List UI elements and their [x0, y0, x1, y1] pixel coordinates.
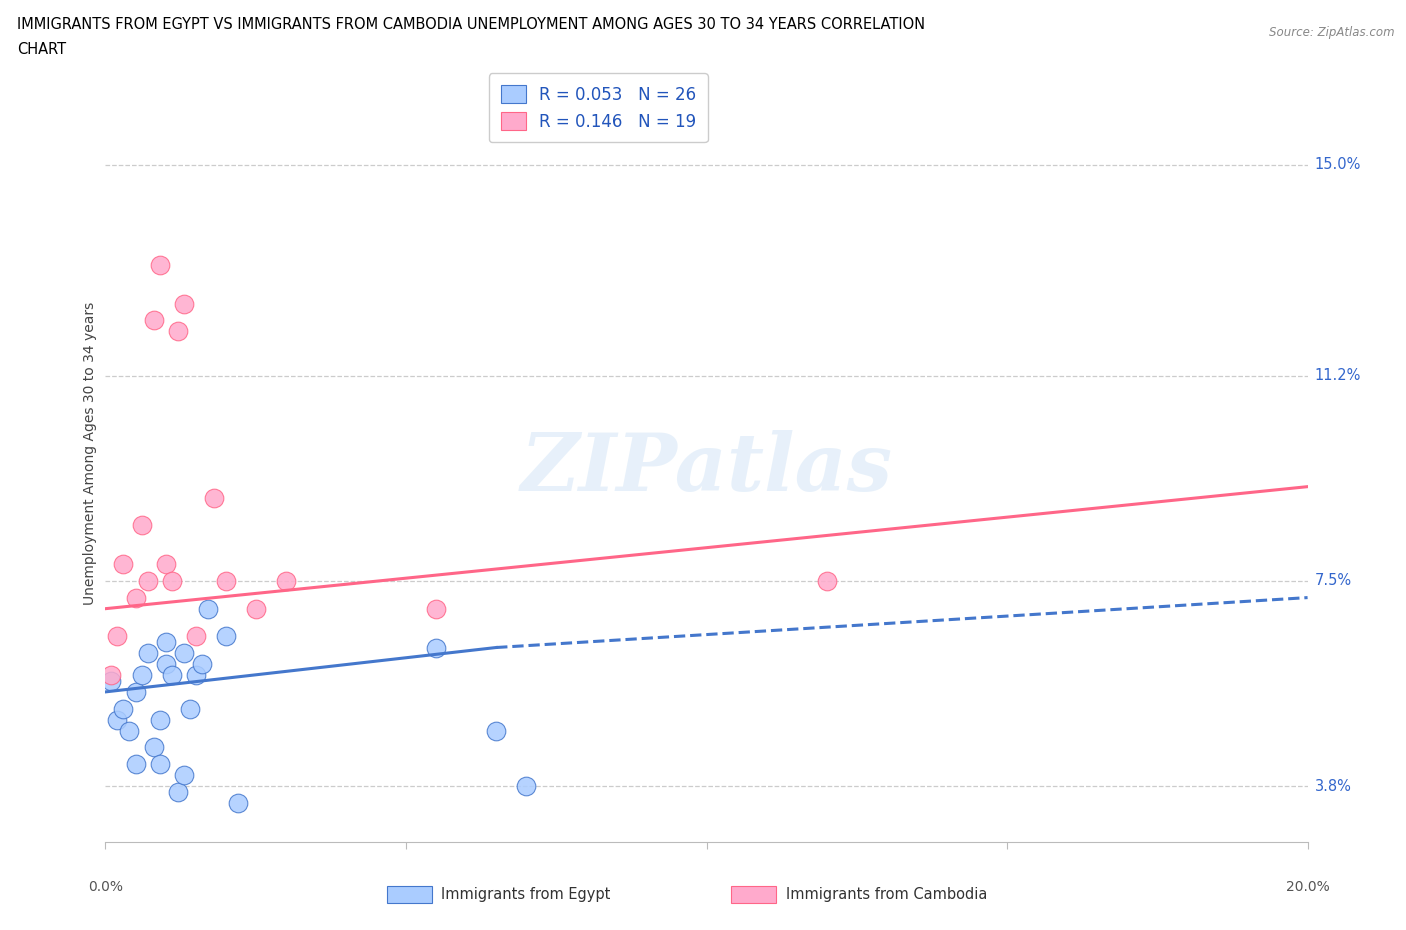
Text: 0.0%: 0.0%: [89, 881, 122, 895]
Point: [131, 668, 153, 683]
Text: IMMIGRANTS FROM EGYPT VS IMMIGRANTS FROM CAMBODIA UNEMPLOYMENT AMONG AGES 30 TO : IMMIGRANTS FROM EGYPT VS IMMIGRANTS FROM…: [17, 17, 925, 32]
Text: ZIPatlas: ZIPatlas: [520, 431, 893, 508]
Text: 7.5%: 7.5%: [1315, 574, 1351, 589]
Point: [100, 673, 122, 688]
Text: 20.0%: 20.0%: [1285, 881, 1330, 895]
Point: [112, 557, 135, 572]
Point: [214, 574, 236, 589]
Point: [160, 668, 183, 683]
Point: [142, 740, 165, 755]
Point: [173, 296, 195, 311]
Point: [131, 518, 153, 533]
Text: 15.0%: 15.0%: [1315, 157, 1361, 172]
Point: [107, 629, 129, 644]
Point: [124, 684, 146, 699]
Point: [425, 640, 447, 655]
Text: 3.8%: 3.8%: [1315, 778, 1351, 793]
Point: [136, 645, 159, 660]
Text: CHART: CHART: [17, 42, 66, 57]
Text: 11.2%: 11.2%: [1315, 368, 1361, 383]
Point: [155, 557, 177, 572]
Point: [173, 767, 195, 782]
Point: [148, 258, 170, 272]
Point: [160, 574, 183, 589]
Point: [166, 784, 188, 799]
Text: Source: ZipAtlas.com: Source: ZipAtlas.com: [1270, 26, 1395, 39]
Point: [148, 757, 170, 772]
Point: [184, 668, 207, 683]
Point: [202, 490, 225, 505]
Point: [485, 724, 508, 738]
Point: [184, 629, 207, 644]
Point: [118, 724, 141, 738]
Point: [815, 574, 838, 589]
Point: [274, 574, 297, 589]
Point: [124, 591, 146, 605]
Point: [155, 634, 177, 649]
Text: Immigrants from Cambodia: Immigrants from Cambodia: [786, 887, 987, 902]
Point: [425, 601, 447, 616]
Point: [245, 601, 267, 616]
Point: [107, 712, 129, 727]
Point: [155, 657, 177, 671]
Point: [226, 795, 249, 810]
Point: [214, 629, 236, 644]
Point: [166, 324, 188, 339]
Point: [197, 601, 219, 616]
Point: [148, 712, 170, 727]
Point: [142, 312, 165, 327]
Point: [179, 701, 201, 716]
Point: [100, 668, 122, 683]
Point: [124, 757, 146, 772]
Y-axis label: Unemployment Among Ages 30 to 34 years: Unemployment Among Ages 30 to 34 years: [83, 301, 97, 605]
Point: [112, 701, 135, 716]
Point: [173, 645, 195, 660]
Point: [515, 778, 537, 793]
Point: [190, 657, 212, 671]
Legend: R = 0.053   N = 26, R = 0.146   N = 19: R = 0.053 N = 26, R = 0.146 N = 19: [489, 73, 707, 142]
Text: Immigrants from Egypt: Immigrants from Egypt: [441, 887, 610, 902]
Point: [136, 574, 159, 589]
